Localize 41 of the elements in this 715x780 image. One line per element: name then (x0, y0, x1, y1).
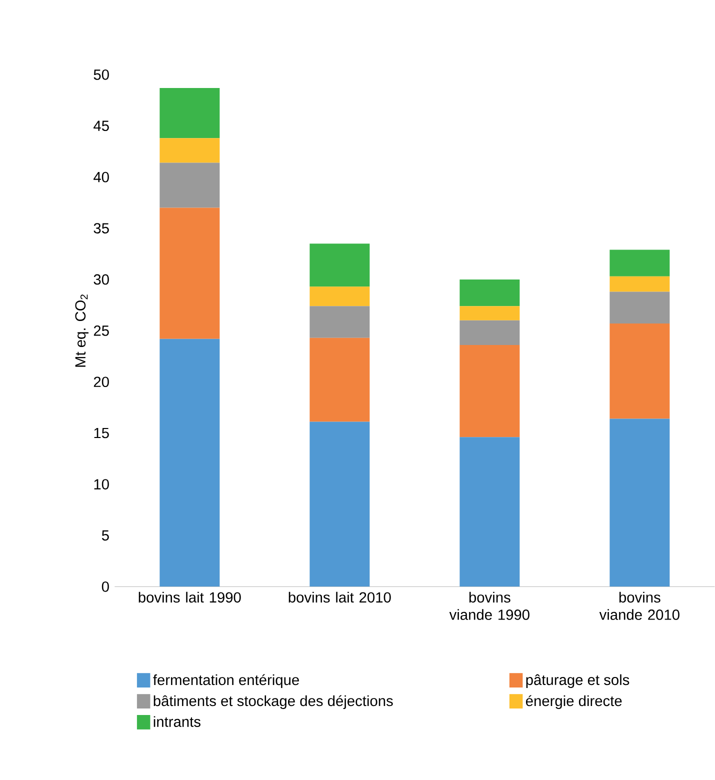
bar (310, 244, 370, 287)
x-tick-label: bovins lait 1990 (138, 592, 241, 603)
x-tick-label: bovins viande 1990 (450, 592, 530, 620)
bar (160, 162, 220, 208)
x-tick-label: bovins viande 2010 (600, 592, 680, 620)
bar (160, 88, 220, 138)
bar (310, 306, 370, 338)
y-tick-label: 20 (94, 376, 110, 388)
y-tick-label: 5 (102, 530, 110, 541)
bar (310, 422, 370, 587)
bar (160, 338, 220, 587)
x-tick-label: bovins lait 2010 (288, 592, 391, 603)
bar (460, 279, 520, 306)
y-axis-title: Mt eq. CO$_{2}$ (75, 294, 89, 367)
legend-label: énergie directe (526, 695, 622, 710)
bar (460, 306, 520, 320)
bar (310, 338, 370, 422)
bar (460, 437, 520, 587)
bar (610, 250, 670, 276)
bar (610, 324, 670, 419)
y-tick-label: 25 (94, 325, 110, 336)
bar (610, 292, 670, 324)
y-tick-label: 0 (102, 581, 110, 592)
bar (610, 418, 670, 587)
bar (160, 138, 220, 163)
y-tick-label: 45 (94, 120, 110, 131)
y-tick-label: 15 (94, 428, 110, 438)
legend-label: pâturage et sols (526, 674, 630, 688)
legend-label: intrants (154, 716, 201, 727)
legend-label: fermentation entérique (153, 674, 300, 688)
legend-label: bâtiments et stockage des déjections (154, 695, 393, 710)
bar (610, 276, 670, 292)
bar (160, 208, 220, 339)
bar (310, 286, 370, 306)
y-tick-label: 35 (94, 223, 110, 234)
y-tick-label: 40 (94, 172, 110, 182)
bar (460, 320, 520, 345)
y-tick-label: 10 (94, 479, 110, 490)
y-tick-label: 50 (94, 69, 110, 80)
y-tick-label: 30 (94, 274, 110, 285)
bar (460, 345, 520, 438)
